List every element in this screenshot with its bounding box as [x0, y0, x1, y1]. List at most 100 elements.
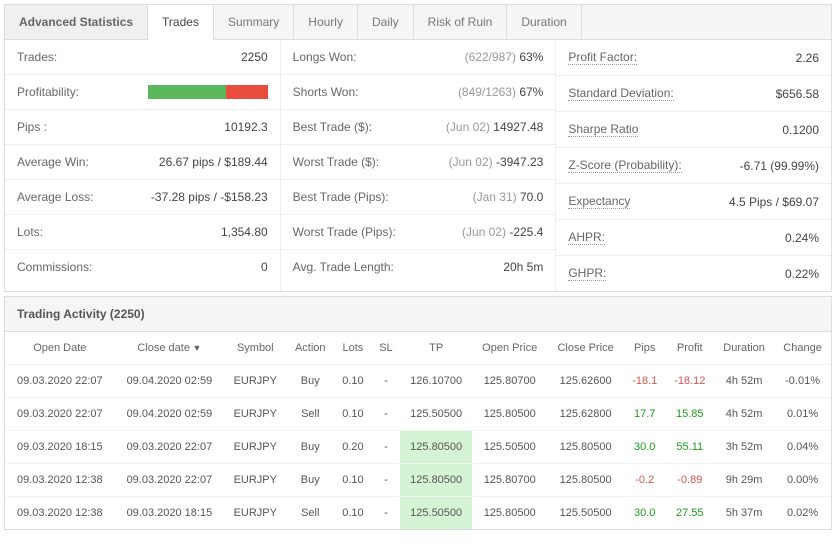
stat-label: Sharpe Ratio — [568, 122, 638, 137]
col-tp[interactable]: TP — [400, 332, 472, 365]
col-profit[interactable]: Profit — [666, 332, 714, 365]
col-duration[interactable]: Duration — [714, 332, 774, 365]
cell: 4h 52m — [714, 365, 774, 398]
stat-label: Longs Won: — [293, 50, 357, 64]
stat-row: Trades: 2250 — [5, 40, 280, 75]
cell: 09.03.2020 22:07 — [115, 431, 225, 464]
stats-col-1: Trades: 2250 Profitability: Pips : 10192.3 Av… — [5, 40, 280, 291]
cell: EURJPY — [224, 497, 286, 530]
tab-hourly[interactable]: Hourly — [294, 5, 358, 39]
stat-label: Best Trade ($): — [293, 120, 372, 134]
col-action[interactable]: Action — [286, 332, 334, 365]
stats-col-3: Profit Factor:2.26Standard Deviation:$65… — [555, 40, 831, 291]
cell: 125.50500 — [472, 431, 547, 464]
stat-value: 2.26 — [796, 51, 819, 65]
stat-value: (Jun 02) -3947.23 — [449, 155, 544, 169]
col-sl[interactable]: SL — [372, 332, 401, 365]
stat-value: 4.5 Pips / $69.07 — [729, 195, 819, 209]
stat-row: Average Win: 26.67 pips / $189.44 — [5, 145, 280, 180]
cell: 125.62600 — [547, 365, 624, 398]
cell: 0.02% — [774, 497, 831, 530]
cell: 125.80500 — [400, 464, 472, 497]
stat-label: Average Loss: — [17, 190, 94, 204]
cell: 125.80500 — [547, 431, 624, 464]
stat-value: 26.67 pips / $189.44 — [159, 155, 268, 169]
cell: 09.03.2020 22:07 — [5, 398, 115, 431]
cell: -0.89 — [666, 464, 714, 497]
stat-label: Profitability: — [17, 85, 79, 99]
cell: 125.80700 — [472, 464, 547, 497]
cell: 30.0 — [624, 497, 666, 530]
stat-label: Average Win: — [17, 155, 89, 169]
stat-row: Pips : 10192.3 — [5, 110, 280, 145]
cell: 3h 52m — [714, 431, 774, 464]
cell: - — [372, 497, 401, 530]
cell: 0.04% — [774, 431, 831, 464]
cell: EURJPY — [224, 398, 286, 431]
cell: 126.10700 — [400, 365, 472, 398]
cell: -0.2 — [624, 464, 666, 497]
cell: 5h 37m — [714, 497, 774, 530]
stat-row: Standard Deviation:$656.58 — [556, 76, 831, 112]
cell: 9h 29m — [714, 464, 774, 497]
cell: 125.80500 — [400, 431, 472, 464]
col-open-date[interactable]: Open Date — [5, 332, 115, 365]
stat-value: 2250 — [241, 50, 268, 64]
tab-bar-title: Advanced Statistics — [5, 5, 148, 39]
stat-row: Profit Factor:2.26 — [556, 40, 831, 76]
stat-row: Best Trade ($): (Jun 02) 14927.48 — [281, 110, 556, 145]
tab-duration[interactable]: Duration — [507, 5, 581, 39]
cell: - — [372, 365, 401, 398]
activity-panel: Trading Activity (2250) Open DateClose d… — [4, 296, 832, 530]
cell: 27.55 — [666, 497, 714, 530]
stat-row: Shorts Won:(849/1263) 67% — [281, 75, 556, 110]
profitability-bar — [148, 85, 268, 99]
col-lots[interactable]: Lots — [334, 332, 372, 365]
stat-value: 0.1200 — [782, 123, 819, 137]
stat-row: Lots:1,354.80 — [5, 215, 280, 250]
tab-risk-of-ruin[interactable]: Risk of Ruin — [414, 5, 508, 39]
stat-row: Commissions:0 — [5, 250, 280, 284]
cell: 09.03.2020 22:07 — [115, 464, 225, 497]
stats-col-2: Longs Won:(622/987) 63%Shorts Won:(849/1… — [280, 40, 556, 291]
cell: EURJPY — [224, 431, 286, 464]
stat-label: Shorts Won: — [293, 85, 359, 99]
cell: 125.80500 — [472, 398, 547, 431]
table-body: 09.03.2020 22:0709.04.2020 02:59EURJPYBu… — [5, 365, 831, 530]
cell: EURJPY — [224, 464, 286, 497]
cell: 30.0 — [624, 431, 666, 464]
cell: Sell — [286, 497, 334, 530]
cell: Sell — [286, 398, 334, 431]
stat-muted: (Jun 02) — [446, 120, 490, 134]
stat-value: 1,354.80 — [221, 225, 268, 239]
cell: 09.04.2020 02:59 — [115, 398, 225, 431]
cell: 125.50500 — [400, 497, 472, 530]
col-close-price[interactable]: Close Price — [547, 332, 624, 365]
stat-row: Longs Won:(622/987) 63% — [281, 40, 556, 75]
stat-muted: (Jun 02) — [449, 155, 493, 169]
stat-label: Trades: — [17, 50, 57, 64]
stat-label: Worst Trade ($): — [293, 155, 379, 169]
col-change[interactable]: Change — [774, 332, 831, 365]
stat-row: Average Loss:-37.28 pips / -$158.23 — [5, 180, 280, 215]
stat-value: 0 — [261, 260, 268, 274]
tab-daily[interactable]: Daily — [358, 5, 414, 39]
sort-indicator-icon: ▼ — [190, 343, 201, 353]
cell: 09.03.2020 12:38 — [5, 497, 115, 530]
col-open-price[interactable]: Open Price — [472, 332, 547, 365]
cell: 0.01% — [774, 398, 831, 431]
stat-label: Pips : — [17, 120, 47, 134]
col-close-date[interactable]: Close date ▼ — [115, 332, 225, 365]
tab-summary[interactable]: Summary — [214, 5, 294, 39]
cell: 0.20 — [334, 431, 372, 464]
tab-trades[interactable]: Trades — [148, 5, 214, 40]
stat-value: (Jun 02) 14927.48 — [446, 120, 543, 134]
table-header-row: Open DateClose date ▼SymbolActionLotsSLT… — [5, 332, 831, 365]
cell: 125.80700 — [472, 365, 547, 398]
stat-value: 0.24% — [785, 231, 819, 245]
col-pips[interactable]: Pips — [624, 332, 666, 365]
col-symbol[interactable]: Symbol — [224, 332, 286, 365]
stat-value: 10192.3 — [224, 120, 267, 134]
activity-table: Open DateClose date ▼SymbolActionLotsSLT… — [5, 332, 831, 529]
cell: 17.7 — [624, 398, 666, 431]
